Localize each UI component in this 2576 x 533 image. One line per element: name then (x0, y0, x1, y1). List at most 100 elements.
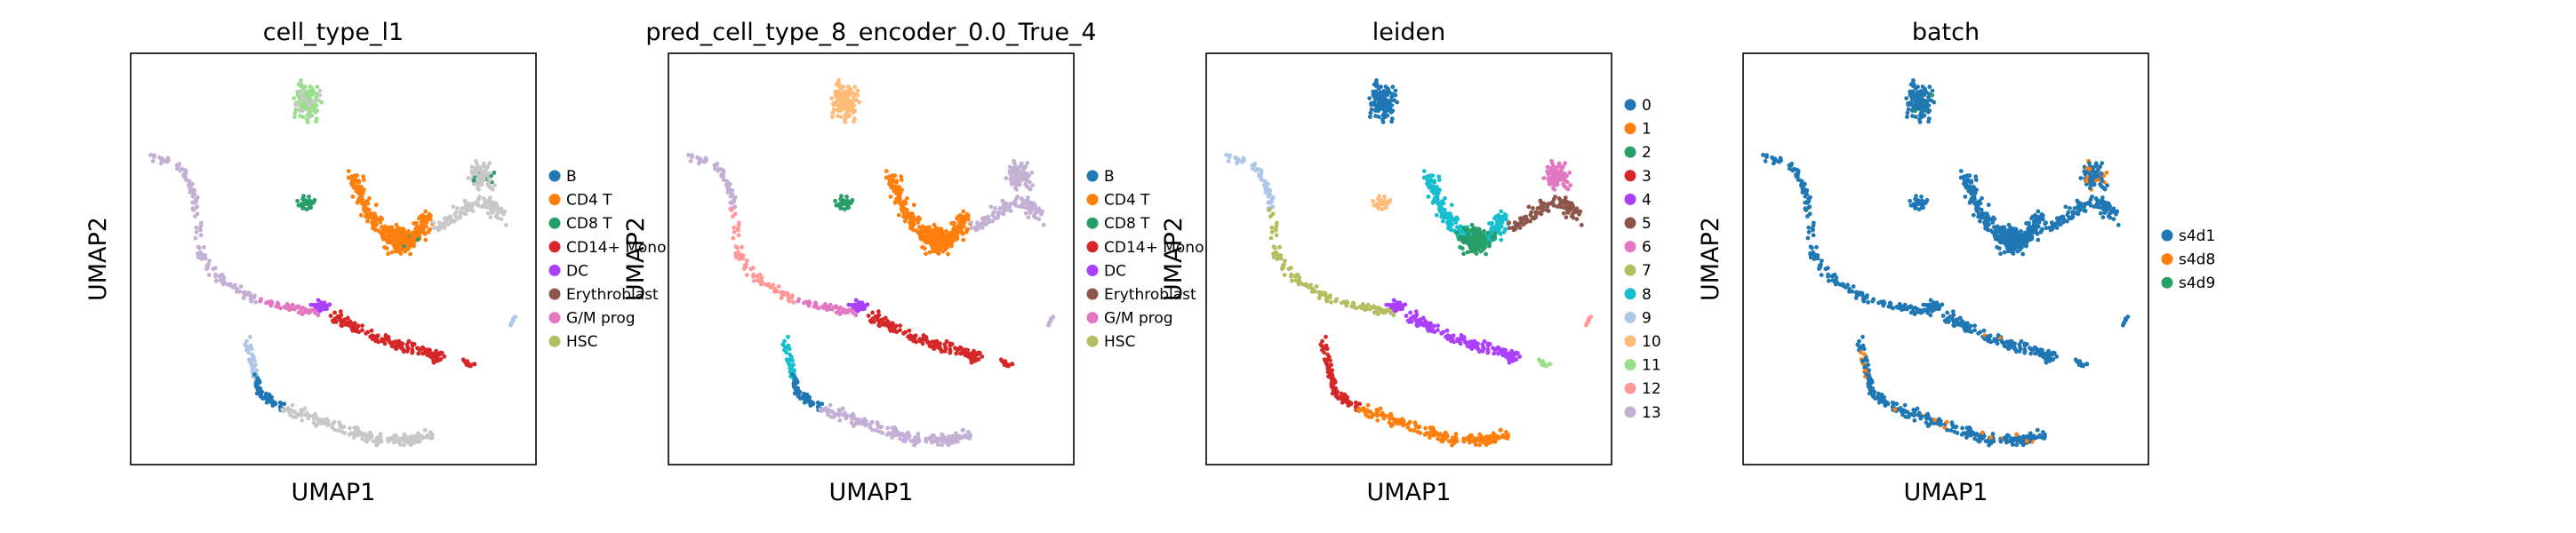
scatter-point (914, 435, 918, 440)
scatter-point (1467, 235, 1471, 239)
scatter-point (300, 412, 304, 418)
scatter-point (1906, 102, 1911, 107)
scatter-point (1434, 212, 1439, 218)
scatter-point (1431, 179, 1436, 185)
scatter-point (292, 410, 298, 415)
scatter-point (353, 321, 357, 326)
scatter-point (361, 174, 366, 179)
legend-marker (1624, 170, 1636, 182)
scatter-point (860, 306, 866, 312)
scatter-point (1550, 161, 1555, 166)
scatter-point (1927, 108, 1932, 113)
scatter-point (412, 243, 416, 249)
scatter-point (1587, 316, 1591, 322)
scatter-point (1013, 203, 1019, 208)
scatter-point (1253, 168, 1259, 173)
scatter-point (332, 419, 337, 425)
scatter-point (1504, 213, 1508, 219)
scatter-point (194, 225, 199, 230)
scatter-point (1340, 300, 1344, 306)
scatter-point (414, 220, 419, 226)
scatter-point (833, 89, 838, 94)
scatter-point (298, 108, 302, 113)
scatter-point (1369, 102, 1374, 107)
scatter-point (1027, 206, 1031, 211)
scatter-point (403, 249, 408, 254)
scatter-point (849, 416, 854, 421)
scatter-point (932, 222, 937, 227)
scatter-point (911, 203, 916, 208)
scatter-point (290, 402, 295, 408)
scatter-point (944, 338, 949, 344)
scatter-point (730, 201, 735, 205)
scatter-point (482, 202, 487, 207)
scatter-point (360, 436, 364, 442)
scatter-point (1916, 97, 1921, 101)
scatter-point (1499, 209, 1504, 214)
scatter-point (932, 227, 938, 233)
scatter-point (844, 205, 850, 211)
scatter-point (1375, 412, 1380, 418)
scatter-point (721, 169, 726, 173)
scatter-point (997, 206, 1003, 211)
scatter-point (1501, 229, 1507, 235)
scatter-point (486, 171, 492, 176)
scatter-point (1438, 438, 1444, 443)
scatter-point (784, 350, 788, 355)
scatter-point (1412, 315, 1417, 321)
scatter-point (423, 214, 428, 219)
scatter-point (793, 376, 797, 381)
scatter-point (912, 442, 916, 448)
scatter-point (934, 339, 940, 345)
scatter-point (1966, 188, 1972, 194)
scatter-point (455, 206, 460, 211)
scatter-point (870, 427, 875, 433)
scatter-point (1387, 420, 1392, 426)
scatter-point (2041, 213, 2045, 219)
scatter-point (2078, 176, 2084, 180)
scatter-point (772, 286, 777, 291)
scatter-point (732, 229, 737, 235)
scatter-point (431, 220, 436, 226)
scatter-point (831, 102, 836, 107)
scatter-point (1325, 352, 1330, 357)
scatter-point (948, 349, 953, 354)
scatter-point (199, 251, 204, 257)
scatter-point (1482, 338, 1487, 344)
scatter-point (424, 219, 429, 225)
scatter-point (1389, 103, 1395, 107)
scatter-point (315, 84, 320, 90)
scatter-point (298, 114, 302, 118)
scatter-point (1967, 184, 1972, 189)
scatter-point (300, 202, 306, 206)
scatter-point (508, 321, 514, 326)
scatter-point (193, 235, 198, 241)
scatter-point (940, 249, 946, 254)
scatter-point (1390, 84, 1396, 90)
scatter-point (1495, 345, 1500, 350)
scatter-point (1381, 416, 1387, 420)
scatter-point (434, 352, 439, 357)
scatter-point (811, 401, 816, 406)
scatter-point (991, 210, 996, 215)
scatter-point (1524, 219, 1529, 225)
scatter-point (183, 169, 188, 173)
scatter-point (295, 89, 300, 94)
scatter-point (1485, 230, 1491, 235)
scatter-point (916, 439, 922, 444)
scatter-point (899, 206, 904, 211)
scatter-point (2031, 219, 2036, 225)
scatter-point (786, 345, 790, 350)
scatter-point (472, 166, 477, 171)
scatter-point (1548, 201, 1553, 206)
scatter-point (221, 275, 227, 281)
legend-label: G/M prog (1104, 310, 1173, 328)
scatter-point (1421, 169, 1427, 174)
legend-marker (548, 170, 561, 182)
scatter-point (848, 99, 853, 104)
scatter-point (892, 188, 897, 194)
scatter-point (311, 420, 316, 426)
scatter-point (931, 249, 936, 254)
scatter-point (337, 420, 342, 425)
